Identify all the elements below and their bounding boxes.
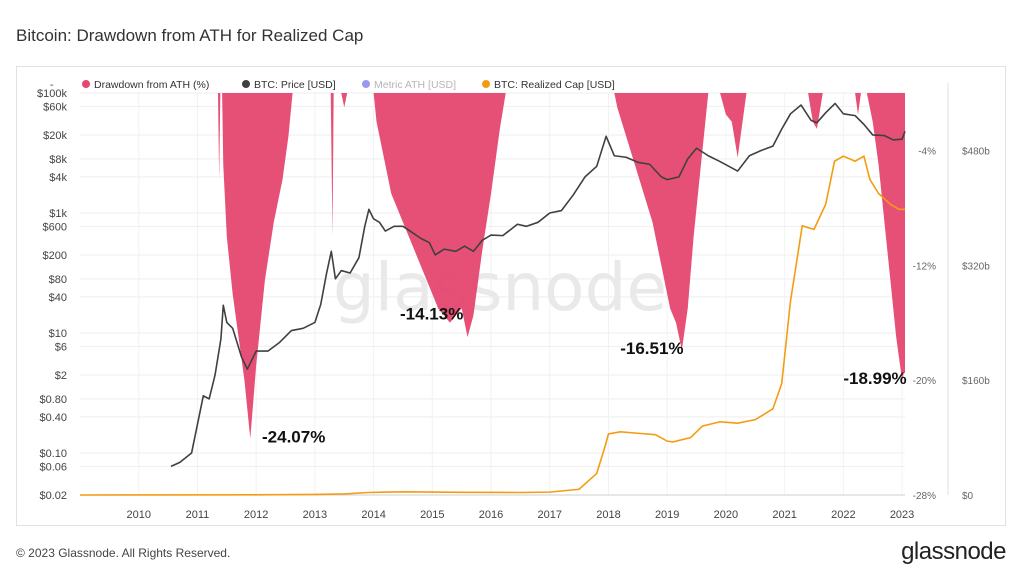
x-tick-label: 2011	[186, 509, 210, 521]
watermark: glassnode	[333, 249, 667, 326]
drawdown-tick-label: -4%	[918, 146, 936, 157]
price-tick-label: $1k	[49, 208, 67, 220]
drawdown-area	[217, 93, 905, 439]
x-axis: 2010 2011 2012 2013 2014 2015 2016 2017 2018 2019…	[126, 509, 914, 521]
price-tick-label: $0.40	[39, 412, 67, 424]
price-tick-label: $200	[43, 250, 67, 262]
copyright: © 2023 Glassnode. All Rights Reserved.	[16, 546, 231, 560]
x-tick-label: 2016	[479, 509, 503, 521]
price-tick-label: $0.10	[39, 448, 67, 460]
x-tick-label: 2017	[538, 509, 562, 521]
drawdown-tick-label: -20%	[913, 376, 936, 387]
price-axis: $100k$60k$20k$8k$4k$1k$600$200$80$40$10$…	[37, 88, 67, 502]
legend-label: BTC: Price [USD]	[254, 79, 336, 91]
annotations: -24.07% -14.13% -16.51% -18.99%	[262, 305, 907, 447]
x-tick-label: 2018	[596, 509, 620, 521]
legend-label: -	[50, 79, 54, 91]
legend-label: Metric ATH [USD]	[374, 79, 456, 91]
legend-swatch	[242, 80, 250, 88]
legend-swatch	[482, 80, 490, 88]
price-tick-label: $60k	[43, 101, 67, 113]
realized-cap-tick-label: $320b	[962, 261, 990, 272]
realized-cap-series	[79, 154, 905, 496]
realized-cap-tick-label: $160b	[962, 376, 990, 387]
x-tick-label: 2014	[361, 509, 385, 521]
price-tick-label: $80	[49, 274, 67, 286]
x-tick-label: 2012	[244, 509, 268, 521]
price-tick-label: $0.06	[39, 461, 67, 473]
x-tick-label: 2015	[420, 509, 444, 521]
price-tick-label: $0.80	[39, 394, 67, 406]
price-tick-label: $600	[43, 221, 67, 233]
price-tick-label: $2	[55, 370, 67, 382]
price-line	[170, 102, 906, 468]
drawdown-annotation: -16.51%	[620, 339, 683, 358]
price-tick-label: $8k	[49, 154, 67, 166]
realized-cap-tick-label: $0	[962, 491, 974, 502]
x-tick-label: 2019	[655, 509, 679, 521]
price-tick-label: $10	[49, 328, 67, 340]
drawdown-annotation: -24.07%	[262, 428, 325, 447]
x-tick-label: 2020	[714, 509, 738, 521]
x-tick-label: 2022	[831, 509, 855, 521]
price-tick-label: $0.02	[39, 490, 67, 502]
x-tick-label: 2013	[303, 509, 327, 521]
price-tick-label: $40	[49, 292, 67, 304]
price-tick-label: $20k	[43, 130, 67, 142]
price-series	[170, 102, 906, 468]
x-tick-label: 2021	[772, 509, 796, 521]
drawdown-tick-label: -12%	[913, 261, 936, 272]
brand-logo: glassnode	[901, 538, 1006, 565]
drawdown-annotation: -18.99%	[843, 369, 906, 388]
legend-swatch	[82, 80, 90, 88]
legend-label: Drawdown from ATH (%)	[94, 79, 209, 91]
legend-swatch	[362, 80, 370, 88]
chart-title: Bitcoin: Drawdown from ATH for Realized …	[16, 26, 364, 45]
realized-cap-axis: $480b $320b $160b $0	[962, 146, 990, 502]
legend: - Drawdown from ATH (%) BTC: Price [USD] Me…	[50, 79, 615, 91]
drawdown-axis: -4% -12% -20% -28%	[913, 146, 936, 502]
price-tick-label: $6	[55, 341, 67, 353]
legend-label: BTC: Realized Cap [USD]	[494, 79, 615, 91]
realized-cap-tick-label: $480b	[962, 146, 990, 157]
x-tick-label: 2023	[890, 509, 914, 521]
drawdown-annotation: -14.13%	[400, 305, 463, 324]
drawdown-tick-label: -28%	[913, 491, 936, 502]
chart-frame	[16, 66, 1006, 526]
price-tick-label: $100k	[37, 88, 67, 100]
realized-cap-line	[79, 154, 905, 496]
price-tick-label: $4k	[49, 172, 67, 184]
x-tick-label: 2010	[126, 509, 150, 521]
drawdown-area-shape	[217, 93, 905, 439]
